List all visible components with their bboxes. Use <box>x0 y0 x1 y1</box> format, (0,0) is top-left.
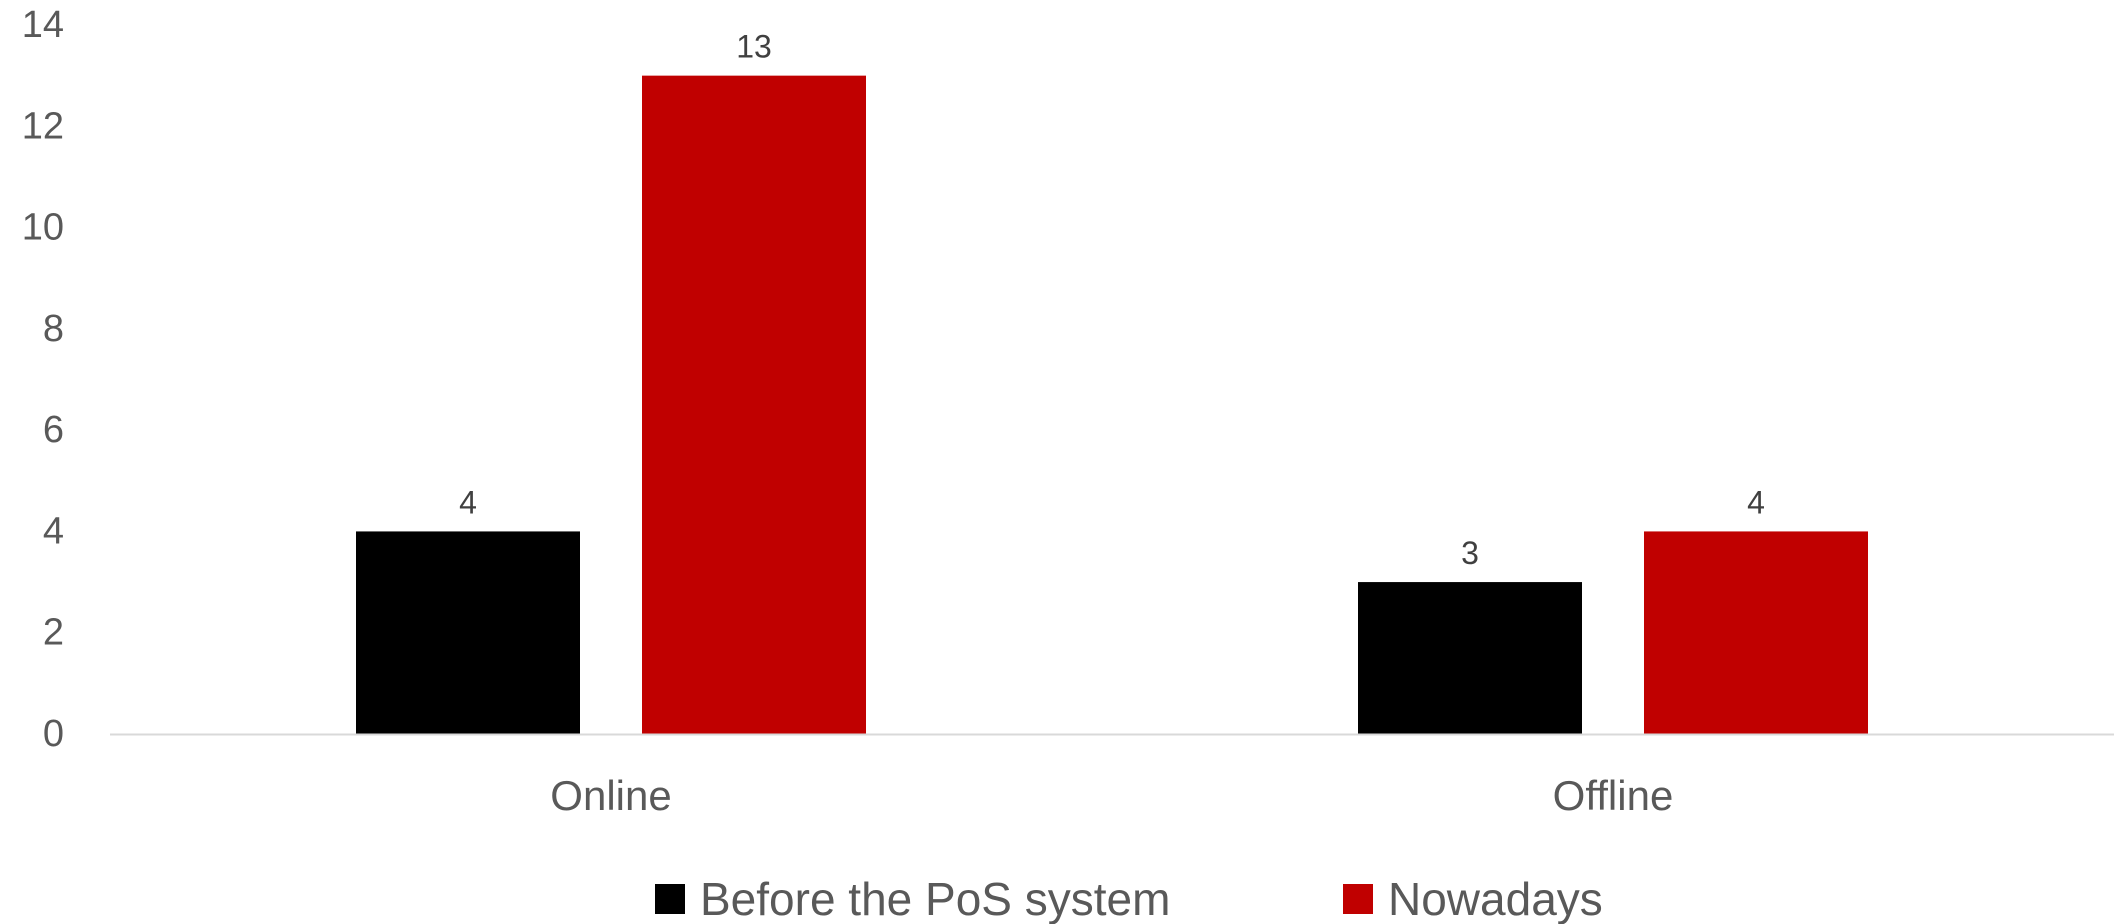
y-tick-label: 6 <box>43 409 64 451</box>
legend-swatch <box>1343 884 1373 914</box>
category-label: Offline <box>1553 772 1674 819</box>
bars <box>356 75 1868 734</box>
bar-offline-series-1 <box>1358 582 1582 734</box>
legend-label: Nowadays <box>1388 873 1603 924</box>
data-label: 4 <box>459 484 477 520</box>
y-tick-label: 4 <box>43 510 64 552</box>
y-tick-label: 12 <box>22 105 64 147</box>
y-tick-label: 10 <box>22 207 64 249</box>
y-tick-label: 14 <box>22 4 64 46</box>
bar-offline-series-2 <box>1644 531 1868 734</box>
y-tick-label: 2 <box>43 612 64 654</box>
legend: Before the PoS system Nowadays <box>655 873 1603 924</box>
legend-label: Before the PoS system <box>700 873 1170 924</box>
data-label: 4 <box>1747 484 1765 520</box>
y-axis-ticks: 0 2 4 6 8 10 12 14 <box>22 4 64 755</box>
y-tick-label: 0 <box>43 713 64 755</box>
data-labels: 4 13 3 4 <box>459 29 1765 571</box>
legend-swatch <box>655 884 685 914</box>
bar-online-series-1 <box>356 531 580 734</box>
data-label: 3 <box>1461 535 1479 571</box>
category-labels: Online Offline <box>550 772 1673 819</box>
data-label: 13 <box>736 29 772 65</box>
category-label: Online <box>550 772 671 819</box>
bar-online-series-2 <box>642 75 866 734</box>
y-tick-label: 8 <box>43 308 64 350</box>
